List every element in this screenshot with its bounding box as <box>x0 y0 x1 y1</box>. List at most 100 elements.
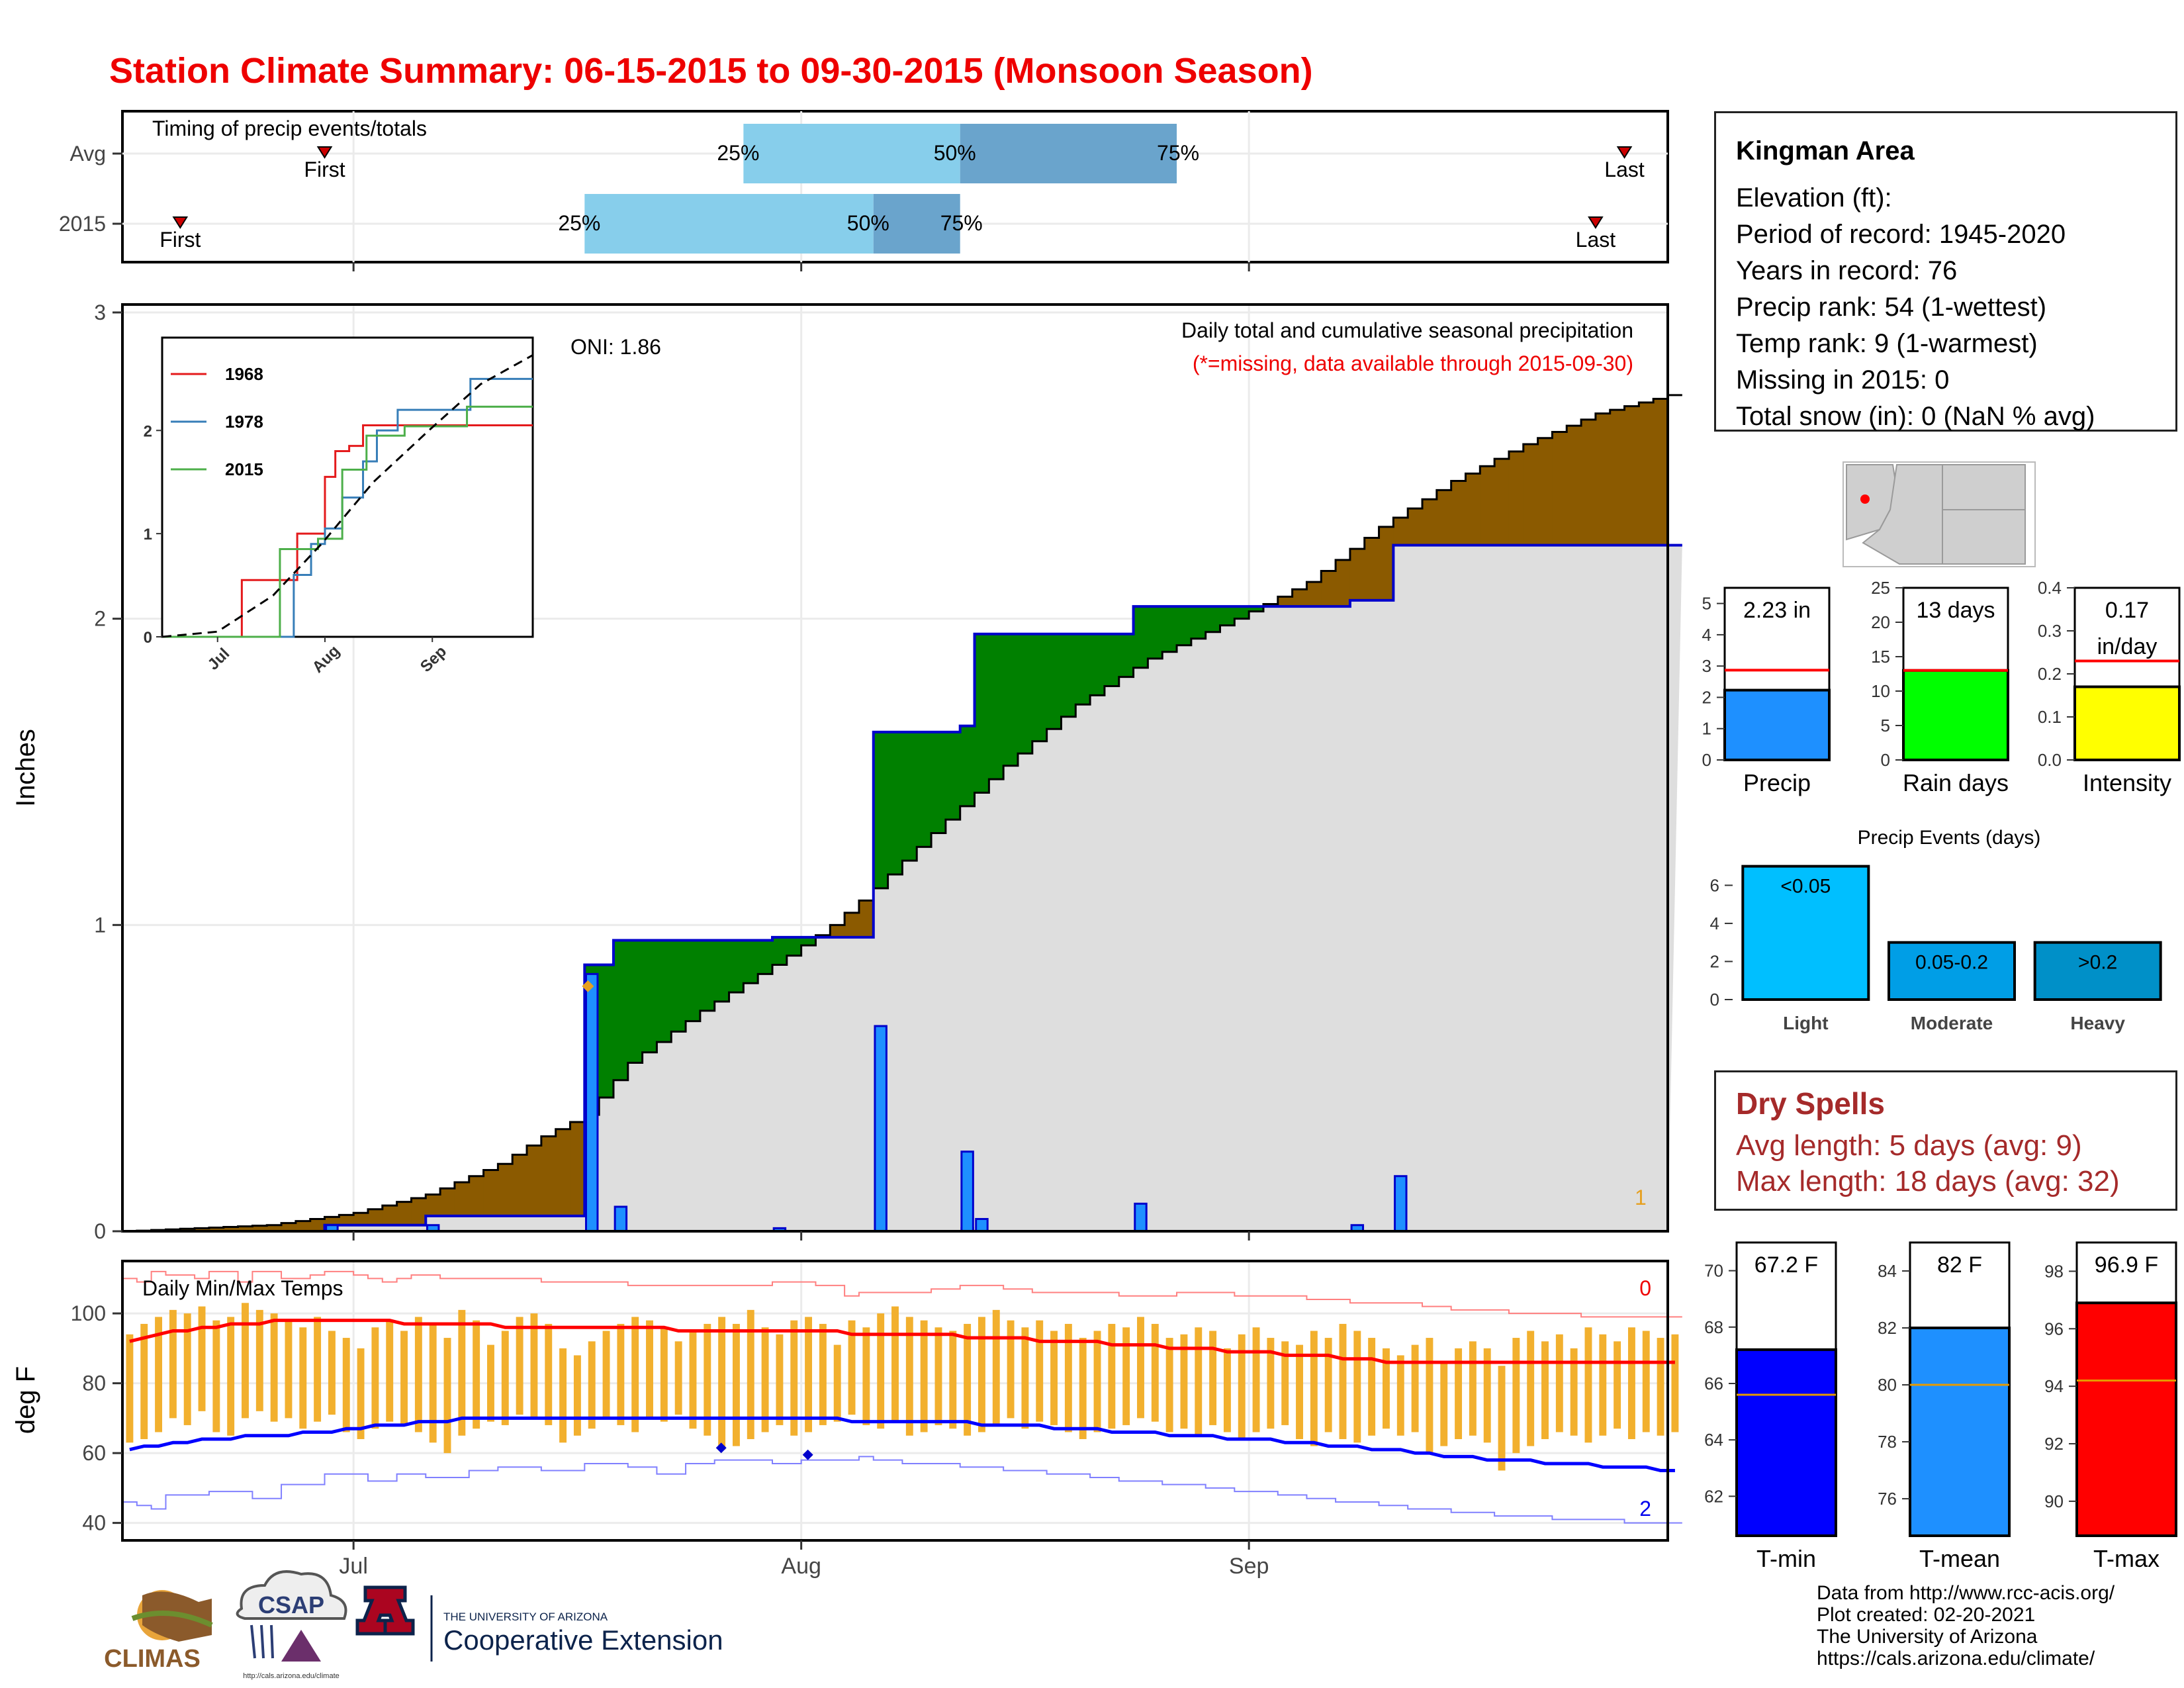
timing-first-marker <box>316 146 333 159</box>
daily-temp-bar <box>646 1320 653 1419</box>
mini-panel-bar <box>1735 1348 1837 1537</box>
daily-precip-bar <box>960 1150 974 1233</box>
timing-q75-label: 75% <box>1157 141 1199 165</box>
deficit-segment <box>1321 571 1336 607</box>
deficit-segment <box>454 1182 470 1216</box>
deficit-segment <box>1408 508 1423 545</box>
daily-temp-bar <box>949 1331 957 1429</box>
mini-panel-tick-label: 20 <box>1871 612 1890 632</box>
daily-temp-bar <box>1339 1323 1347 1440</box>
events-y-tick-label: 4 <box>1710 914 1719 933</box>
daily-temp-bar <box>1093 1331 1101 1432</box>
daily-temp-bar <box>530 1313 538 1419</box>
mini-panel-tick-label: 5 <box>1881 716 1890 735</box>
daily-temp-bar <box>473 1320 480 1429</box>
daily-temp-bar <box>1079 1338 1087 1440</box>
daily-temp-bar <box>458 1309 466 1436</box>
surplus-segment <box>974 633 989 793</box>
daily-temp-bar <box>1064 1323 1072 1432</box>
daily-temp-bar <box>674 1341 682 1415</box>
daily-temp-bar <box>400 1331 408 1425</box>
daily-temp-bar <box>1411 1344 1419 1432</box>
surplus-segment <box>917 731 932 847</box>
daily-temp-bar <box>1223 1348 1231 1432</box>
daily-temp-bar <box>761 1327 769 1432</box>
elevation: Elevation (ft): <box>1736 183 1892 212</box>
daily-temp-bar <box>501 1331 509 1425</box>
daily-temp-bar <box>1483 1348 1491 1443</box>
surplus-segment <box>729 940 744 993</box>
deficit-segment <box>382 1205 398 1225</box>
mini-panel-value: 13 days <box>1916 598 1995 623</box>
deficit-segment <box>295 1221 311 1231</box>
deficit-segment <box>426 1194 441 1216</box>
mini-panel-value: 2.23 in <box>1743 598 1811 623</box>
surplus-segment <box>1249 606 1264 612</box>
credit-plot-created: Plot created: 02-20-2021 <box>1817 1604 2036 1626</box>
ua-block-a-icon <box>355 1585 415 1636</box>
deficit-segment <box>411 1198 426 1225</box>
mini-panel-label: Precip <box>1743 769 1811 796</box>
deficit-segment <box>844 912 860 937</box>
daily-temp-bar <box>314 1317 322 1422</box>
mini-panel-tick-label: 70 <box>1704 1261 1723 1281</box>
credit-url: https://cals.arizona.edu/climate/ <box>1817 1648 2095 1669</box>
station-name: Kingman Area <box>1736 136 1915 165</box>
mini-panel-tick-label: 4 <box>1702 625 1711 645</box>
mini-panel-tick-label: 76 <box>1878 1489 1897 1509</box>
daily-temp-bar <box>848 1320 856 1415</box>
deficit-segment <box>281 1223 296 1231</box>
surplus-segment <box>801 937 816 946</box>
surplus-segment <box>1104 633 1120 686</box>
dry-avg-length: Avg length: 5 days (avg: 9) <box>1736 1129 2082 1162</box>
daily-temp-bar <box>1310 1331 1318 1446</box>
csap-logo: CSAP http://cals.arizona.edu/climate <box>236 1570 347 1680</box>
events-bar-moderate <box>1888 941 2016 1001</box>
daily-temp-bar <box>183 1313 191 1425</box>
timing-q50-label: 50% <box>847 211 889 235</box>
mini-panel-tick-label: 0.0 <box>2038 750 2062 770</box>
precip-events-chart: Precip Events (days) <0.05 Light 0.05-0.2 M… <box>1710 827 2171 1033</box>
daily-temp-bar <box>631 1317 639 1432</box>
daily-precip-bar <box>975 1217 989 1233</box>
surplus-segment <box>1061 633 1076 717</box>
timing-bar-lower <box>584 194 874 254</box>
daily-temp-bar <box>1512 1338 1520 1454</box>
mini-panel-tick-label: 3 <box>1702 656 1711 676</box>
events-category-label: Heavy <box>2070 1013 2125 1033</box>
timing-panel: Timing of precip events/totals 25% 50% 75%… <box>59 110 1669 271</box>
temp-panel: 40 60 80 100 Jul Aug Sep Daily Min/Max Temps 0… <box>11 1260 1682 1579</box>
daily-temp-bar <box>1050 1331 1058 1425</box>
events-bar-light <box>1741 865 1870 1001</box>
mini-panel-bar <box>2073 685 2181 761</box>
inset-legend-label: 2015 <box>225 459 263 479</box>
surplus-segment <box>1032 633 1048 741</box>
daily-temp-bar <box>588 1341 596 1429</box>
temp-y-label: deg F <box>11 1366 40 1434</box>
deficit-segment <box>1349 549 1365 600</box>
deficit-segment <box>1277 596 1293 607</box>
credit-university: The University of Arizona <box>1817 1626 2038 1648</box>
deficit-segment <box>483 1170 498 1216</box>
precip-rank: Precip rank: 54 (1-wettest) <box>1736 293 2047 322</box>
events-title: Precip Events (days) <box>1858 827 2041 849</box>
daily-temp-bar <box>155 1317 163 1432</box>
timing-last-marker <box>1616 146 1633 159</box>
surplus-segment <box>613 940 629 1080</box>
events-bar-label: <0.05 <box>1780 876 1831 898</box>
timing-last-marker <box>1588 216 1604 229</box>
temp-y-tick-label: 40 <box>82 1511 106 1535</box>
daily-temp-bar <box>299 1327 307 1429</box>
daily-temp-bar <box>747 1309 754 1440</box>
daily-temp-bar <box>1627 1327 1635 1440</box>
deficit-segment <box>498 1164 513 1216</box>
timing-bar-lower <box>743 124 960 183</box>
timing-row-label: 2015 <box>59 212 106 236</box>
record-high-count: 0 <box>1639 1276 1651 1300</box>
daily-temp-bar <box>371 1327 379 1429</box>
deficit-segment <box>1523 444 1539 545</box>
precip-y-label: Inches <box>11 729 40 807</box>
mini-panel-label: T-min <box>1756 1545 1816 1572</box>
precip-y-tick-label: 2 <box>94 607 106 631</box>
